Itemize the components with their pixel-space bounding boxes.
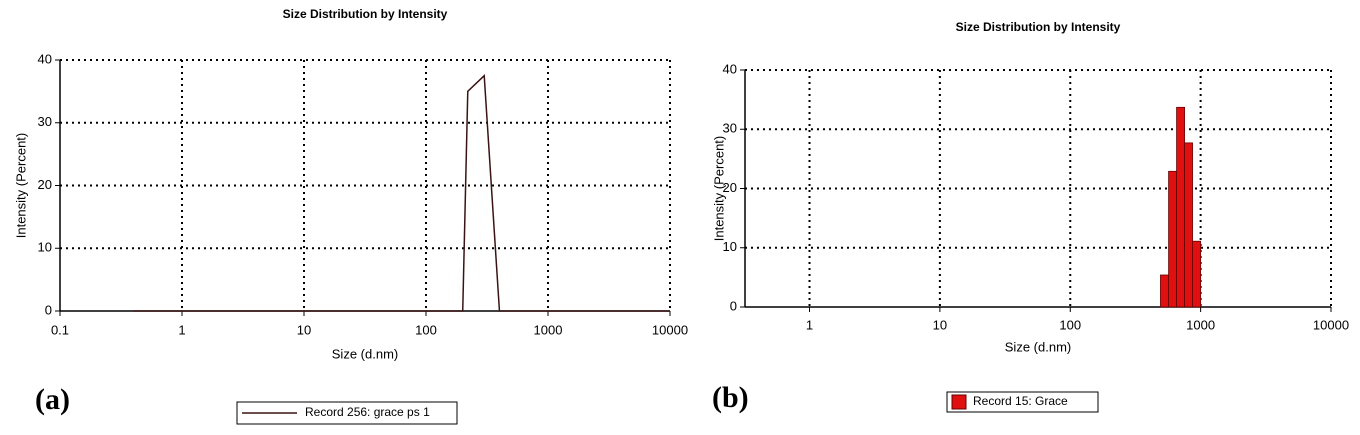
x-tick-label: 10: [297, 322, 311, 337]
y-tick-label: 40: [38, 51, 52, 66]
x-tick-label: 0.1: [51, 322, 69, 337]
y-tick-label: 0: [730, 298, 737, 313]
y-tick-label: 10: [723, 239, 737, 254]
x-tick-label: 100: [1059, 317, 1081, 332]
y-tick-label: 10: [38, 240, 52, 255]
x-axis-label: Size (d.nm): [332, 346, 398, 361]
x-tick-label: 1000: [1186, 317, 1215, 332]
legend-label: Record 256: grace ps 1: [305, 405, 430, 419]
x-tick-label: 1000: [534, 322, 563, 337]
y-tick-label: 30: [38, 114, 52, 129]
x-tick-label: 100: [415, 322, 437, 337]
bar: [1160, 274, 1170, 308]
bar: [1176, 106, 1185, 308]
panel-label: (b): [712, 381, 749, 414]
legend-box: [236, 401, 458, 425]
y-tick-label: 40: [723, 61, 737, 76]
legend-swatch: [951, 394, 967, 410]
chart-title: Size Distribution by Intensity: [956, 20, 1121, 34]
panel-label: (a): [35, 383, 70, 416]
chart-title: Size Distribution by Intensity: [283, 7, 448, 21]
y-axis-label: Intensity (Percent): [711, 136, 726, 242]
x-tick-label: 10000: [1313, 317, 1349, 332]
x-tick-label: 1: [178, 322, 185, 337]
bar: [1184, 142, 1193, 308]
x-axis-label: Size (d.nm): [1005, 339, 1071, 354]
bar: [1168, 170, 1177, 308]
y-tick-label: 20: [38, 177, 52, 192]
x-tick-label: 10: [933, 317, 947, 332]
bar: [1192, 240, 1202, 308]
legend-box: [946, 391, 1099, 413]
x-tick-label: 10000: [652, 322, 688, 337]
data-line: [133, 74, 670, 312]
legend-label: Record 15: Grace: [973, 394, 1068, 408]
y-tick-label: 0: [45, 302, 52, 317]
y-tick-label: 30: [723, 121, 737, 136]
x-tick-label: 1: [806, 317, 813, 332]
y-axis-label: Intensity (Percent): [13, 133, 28, 239]
y-tick-label: 20: [723, 180, 737, 195]
